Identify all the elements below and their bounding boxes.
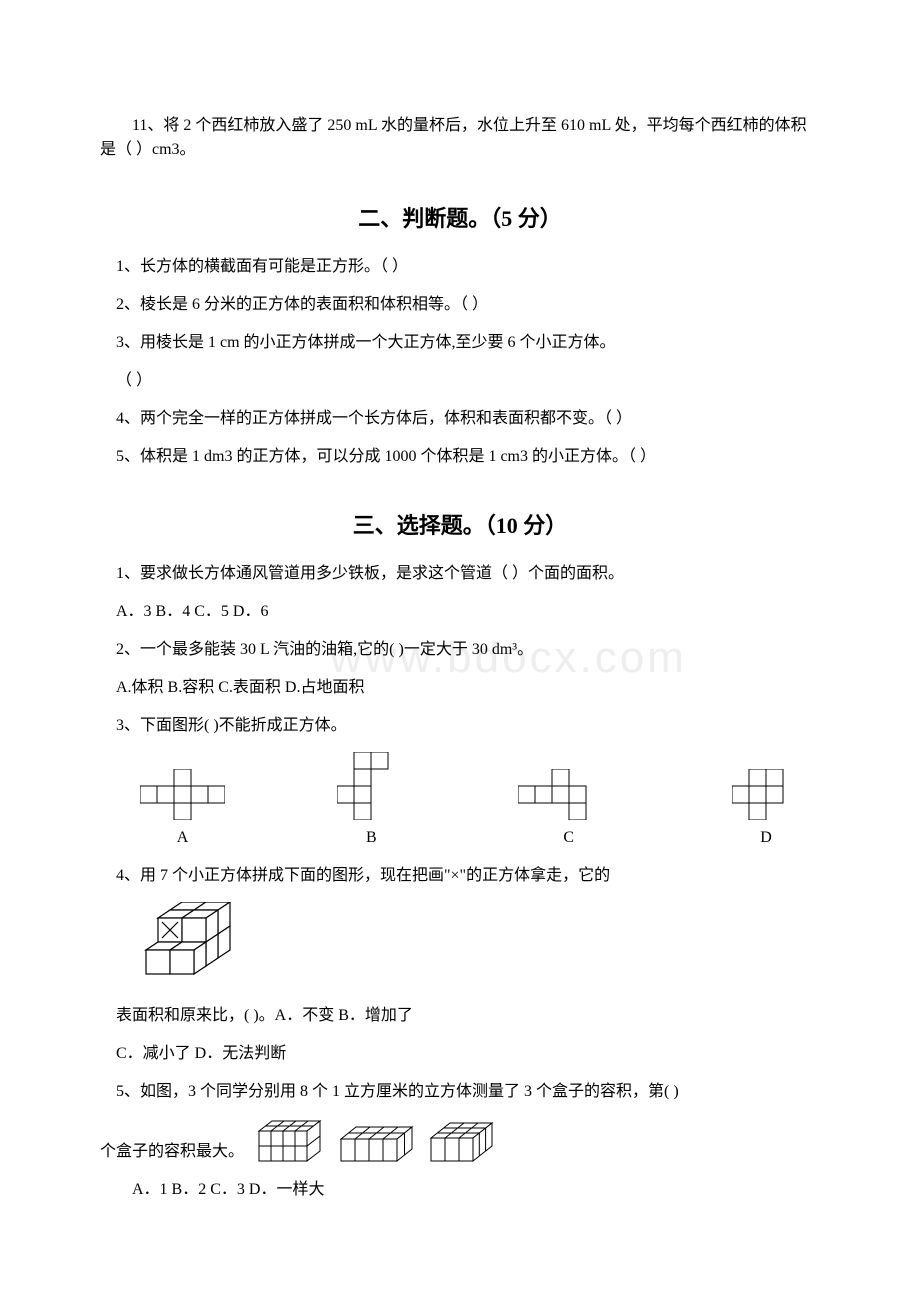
s2-q1: 1、长方体的横截面有可能是正方形。（ ） [100,255,820,279]
s3-q2: 2、一个最多能装 30 L 汽油的油箱,它的( )一定大于 30 dm³。 [100,638,820,662]
q5-box2-svg [338,1124,416,1164]
s3-q5b: 个盒子的容积最大。 [100,1140,244,1164]
s2-q2: 2、棱长是 6 分米的正方体的表面积和体积相等。（ ） [100,293,820,317]
net-b-label: B [366,826,377,850]
net-a-svg [140,769,225,820]
s3-q4: 4、用 7 个小正方体拼成下面的图形，现在把画"×"的正方体拿走，它的 [100,864,820,888]
s3-q1: 1、要求做长方体通风管道用多少铁板，是求这个管道（ ）个面的面积。 [100,562,820,586]
net-d-label: D [760,826,772,850]
net-c-label: C [563,826,574,850]
section-2-title: 二、判断题。（5 分） [100,202,820,235]
q4-figure [140,902,820,990]
s3-q1-opts: A．3 B．4 C．5 D．6 [100,600,820,624]
s3-q5a: 5、如图，3 个同学分别用 8 个 1 立方厘米的立方体测量了 3 个盒子的容积… [100,1080,820,1104]
net-a: A [140,769,225,850]
net-c: C [518,769,620,850]
s2-q4: 4、两个完全一样的正方体拼成一个长方体后，体积和表面积都不变。（ ） [100,407,820,431]
q5-box1-svg [256,1118,326,1164]
s2-q5: 5、体积是 1 dm3 的正方体，可以分成 1000 个体积是 1 cm3 的小… [100,445,820,469]
net-b-svg [337,752,405,820]
q5-box3-svg [428,1120,498,1164]
net-d: D [732,769,800,850]
s3-q5-opts: A．1 B．2 C．3 D．一样大 [100,1178,820,1202]
q4-cube-svg [140,902,240,982]
s3-q2-opts: A.体积 B.容积 C.表面积 D.占地面积 [100,676,820,700]
q5-line: 个盒子的容积最大。 [100,1118,820,1164]
s3-q4b: 表面积和原来比，( )。A．不变 B．增加了 [100,1004,820,1028]
s2-q3a: 3、用棱长是 1 cm 的小正方体拼成一个大正方体,至少要 6 个小正方体。 [100,331,820,355]
s3-q4c: C．减小了 D．无法判断 [100,1042,820,1066]
net-b: B [337,752,405,850]
question-11: 11、将 2 个西红柿放入盛了 250 mL 水的量杯后，水位上升至 610 m… [100,114,820,162]
net-c-svg [518,769,620,820]
page-content: 11、将 2 个西红柿放入盛了 250 mL 水的量杯后，水位上升至 610 m… [100,114,820,1202]
q3-figure-row: A B [140,752,800,850]
s3-q3: 3、下面图形( )不能折成正方体。 [100,714,820,738]
s2-q3b: （ ） [100,369,820,393]
section-3-title: 三、选择题。（10 分） [100,509,820,542]
net-d-svg [732,769,800,820]
net-a-label: A [177,826,189,850]
